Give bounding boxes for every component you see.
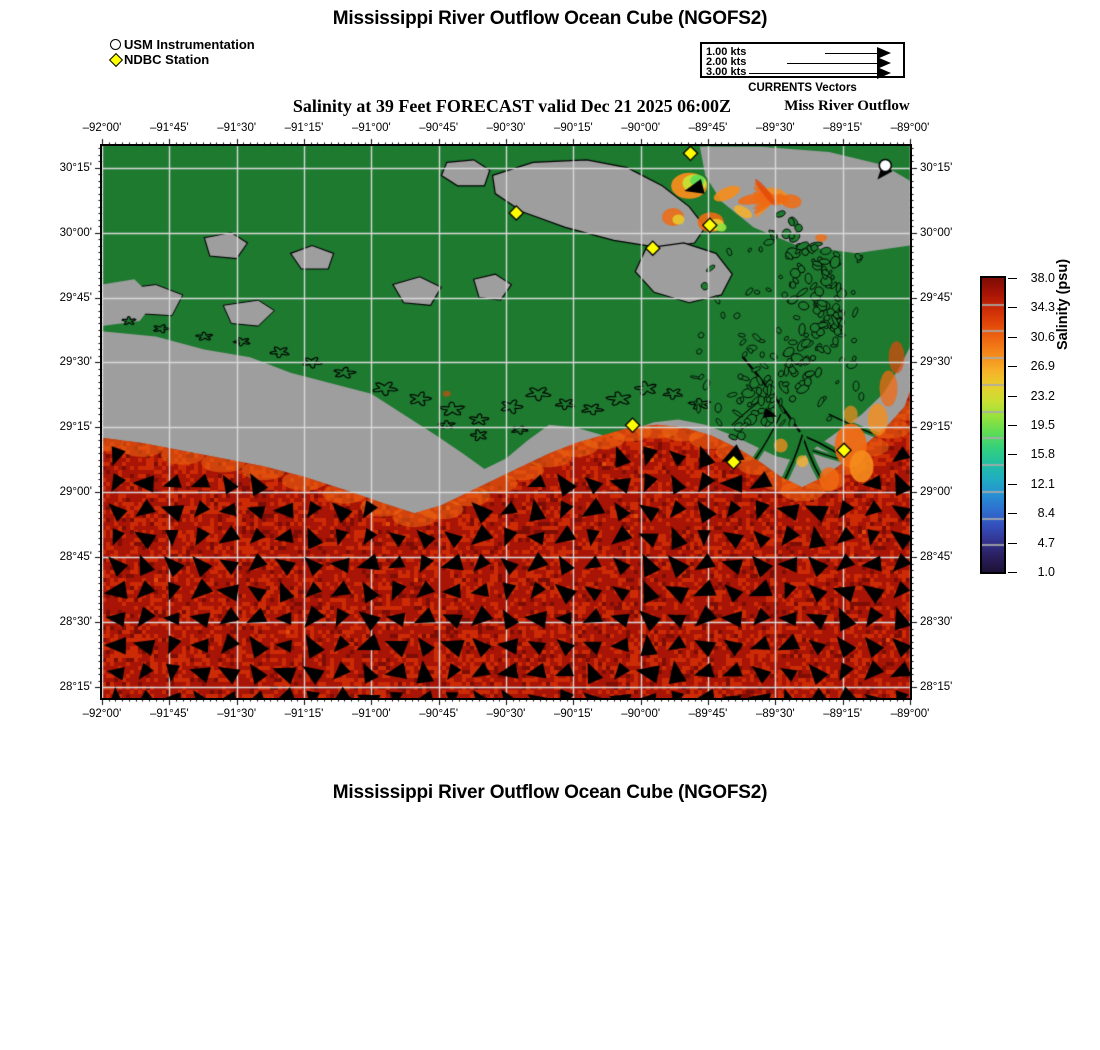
- lon-tick-label: –91°00': [351, 122, 391, 134]
- lon-tick-label: –91°30': [217, 708, 257, 720]
- colorbar-gradient: [982, 278, 1004, 572]
- vector-legend-row: 3.00 kts: [702, 66, 903, 79]
- colorbar-tick-label: 30.6: [1030, 329, 1055, 344]
- lon-tick-label: –90°30': [486, 708, 526, 720]
- lat-tick-label: 29°30': [920, 356, 953, 369]
- lon-tick-label: –90°15': [553, 122, 593, 134]
- colorbar-tick: [1008, 542, 1017, 544]
- currents-vector-legend: 1.00 kts 2.00 kts 3.00 kts: [700, 42, 905, 79]
- lon-tick-label: –92°00': [82, 708, 122, 720]
- colorbar-tick-label: 26.9: [1030, 359, 1055, 374]
- lon-tick-label: –89°30': [755, 708, 795, 720]
- colorbar-tick-label: 8.4: [1037, 506, 1055, 521]
- diamond-marker-icon: [108, 52, 124, 67]
- lon-tick-label: –90°00': [621, 708, 661, 720]
- lat-tick-label: 29°15': [920, 421, 953, 434]
- vector-shaft-icon: [825, 53, 877, 54]
- lon-tick-label: –90°45': [419, 708, 459, 720]
- lat-tick-label: 29°30': [59, 356, 92, 369]
- lon-tick-label: –89°15': [823, 122, 863, 134]
- lat-tick-label: 29°15': [59, 421, 92, 434]
- lon-tick-label: –91°15': [284, 708, 324, 720]
- lat-tick-label: 30°00': [59, 226, 92, 239]
- colorbar-tick: [1008, 572, 1017, 573]
- lat-tick-label: 30°00': [920, 226, 953, 239]
- lat-tick-label: 28°45': [920, 551, 953, 564]
- lon-tick-label: –89°15': [823, 708, 863, 720]
- lon-tick-label: –89°00': [890, 708, 930, 720]
- lon-tick-label: –92°00': [82, 122, 122, 134]
- lon-tick-label: –90°30': [486, 122, 526, 134]
- lon-tick-label: –90°15': [553, 708, 593, 720]
- legend-item-usm: USM Instrumentation: [110, 37, 255, 52]
- colorbar-tick-label: 23.2: [1030, 388, 1055, 403]
- colorbar-title: Salinity (psu): [1055, 258, 1071, 350]
- lat-tick-label: 28°45': [59, 551, 92, 564]
- page-title: Mississippi River Outflow Ocean Cube (NG…: [332, 8, 768, 29]
- colorbar-tick-label: 38.0: [1030, 271, 1055, 285]
- lat-tick-label: 30°15': [59, 161, 92, 174]
- colorbar-tick: [1008, 425, 1017, 426]
- lon-tick-label: –89°45': [688, 122, 728, 134]
- colorbar-tick-label: 1.0: [1037, 565, 1055, 579]
- colorbar-tick: [1008, 278, 1017, 279]
- lon-tick-label: –91°45': [149, 122, 189, 134]
- lon-tick-label: –90°45': [419, 122, 459, 134]
- map-raster: [102, 146, 910, 698]
- lon-tick-label: –89°30': [755, 122, 795, 134]
- colorbar-tick-label: 12.1: [1030, 476, 1055, 491]
- colorbar-tick-label: 19.5: [1030, 418, 1055, 432]
- outflow-label: Miss River Outflow: [784, 98, 910, 114]
- map-plot-area[interactable]: [100, 144, 912, 700]
- lat-tick-label: 28°30': [920, 616, 953, 629]
- legend-label-ndbc: NDBC Station: [124, 52, 210, 67]
- footer-title: Mississippi River Outflow Ocean Cube (NG…: [332, 782, 768, 803]
- lon-tick-label: –91°15': [284, 122, 324, 134]
- colorbar-tick: [1008, 307, 1017, 309]
- circle-marker-icon: [110, 39, 121, 50]
- lat-tick-label: 29°45': [920, 291, 953, 304]
- lon-tick-label: –90°00': [621, 122, 661, 134]
- vector-legend-label: 3.00 kts: [706, 66, 747, 78]
- vector-shaft-icon: [749, 73, 877, 74]
- colorbar-tick: [1008, 336, 1017, 338]
- lon-tick-label: –89°45': [688, 708, 728, 720]
- colorbar-tick-label: 34.3: [1030, 300, 1055, 315]
- colorbar-frame: [980, 276, 1006, 574]
- lat-tick-label: 28°30': [59, 616, 92, 629]
- lon-tick-label: –91°00': [351, 708, 391, 720]
- lat-tick-label: 29°45': [59, 291, 92, 304]
- lat-tick-label: 28°15': [920, 681, 953, 694]
- currents-legend-caption: CURRENTS Vectors: [748, 82, 857, 94]
- colorbar-tick: [1008, 483, 1017, 485]
- lat-tick-label: 29°00': [920, 486, 953, 499]
- colorbar-tick: [1008, 454, 1017, 456]
- colorbar-tick: [1008, 395, 1017, 397]
- lat-tick-label: 28°15': [59, 681, 92, 694]
- colorbar-tick-label: 4.7: [1037, 535, 1055, 550]
- lat-tick-label: 30°15': [920, 161, 953, 174]
- marker-legend: USM Instrumentation NDBC Station: [108, 37, 255, 67]
- lat-tick-label: 29°00': [59, 486, 92, 499]
- legend-label-usm: USM Instrumentation: [124, 37, 255, 52]
- colorbar-tick: [1008, 513, 1017, 515]
- colorbar-tick-label: 15.8: [1030, 447, 1055, 462]
- vector-shaft-icon: [787, 63, 877, 64]
- lon-tick-label: –91°45': [149, 708, 189, 720]
- legend-item-ndbc: NDBC Station: [108, 52, 255, 67]
- colorbar-tick: [1008, 366, 1017, 368]
- vector-arrowhead-icon: [877, 67, 891, 79]
- lon-tick-label: –89°00': [890, 122, 930, 134]
- lon-tick-label: –91°30': [217, 122, 257, 134]
